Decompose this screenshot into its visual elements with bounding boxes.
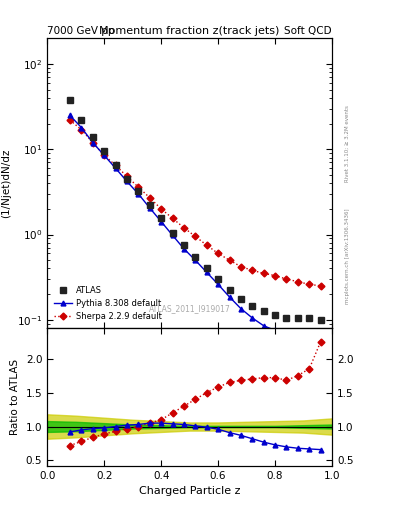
Y-axis label: (1/Njet)dN/dz: (1/Njet)dN/dz (1, 148, 11, 218)
Text: ATLAS_2011_I919017: ATLAS_2011_I919017 (149, 305, 231, 313)
Text: Rivet 3.1.10; ≥ 3.2M events: Rivet 3.1.10; ≥ 3.2M events (345, 105, 350, 182)
Text: mcplots.cern.ch [arXiv:1306.3436]: mcplots.cern.ch [arXiv:1306.3436] (345, 208, 350, 304)
X-axis label: Charged Particle z: Charged Particle z (139, 486, 241, 496)
Legend: ATLAS, Pythia 8.308 default, Sherpa 2.2.9 default: ATLAS, Pythia 8.308 default, Sherpa 2.2.… (51, 284, 165, 324)
Text: Soft QCD: Soft QCD (285, 26, 332, 36)
Title: Momentum fraction z(track jets): Momentum fraction z(track jets) (99, 26, 280, 36)
Y-axis label: Ratio to ATLAS: Ratio to ATLAS (10, 359, 20, 435)
Text: 7000 GeV pp: 7000 GeV pp (47, 26, 115, 36)
